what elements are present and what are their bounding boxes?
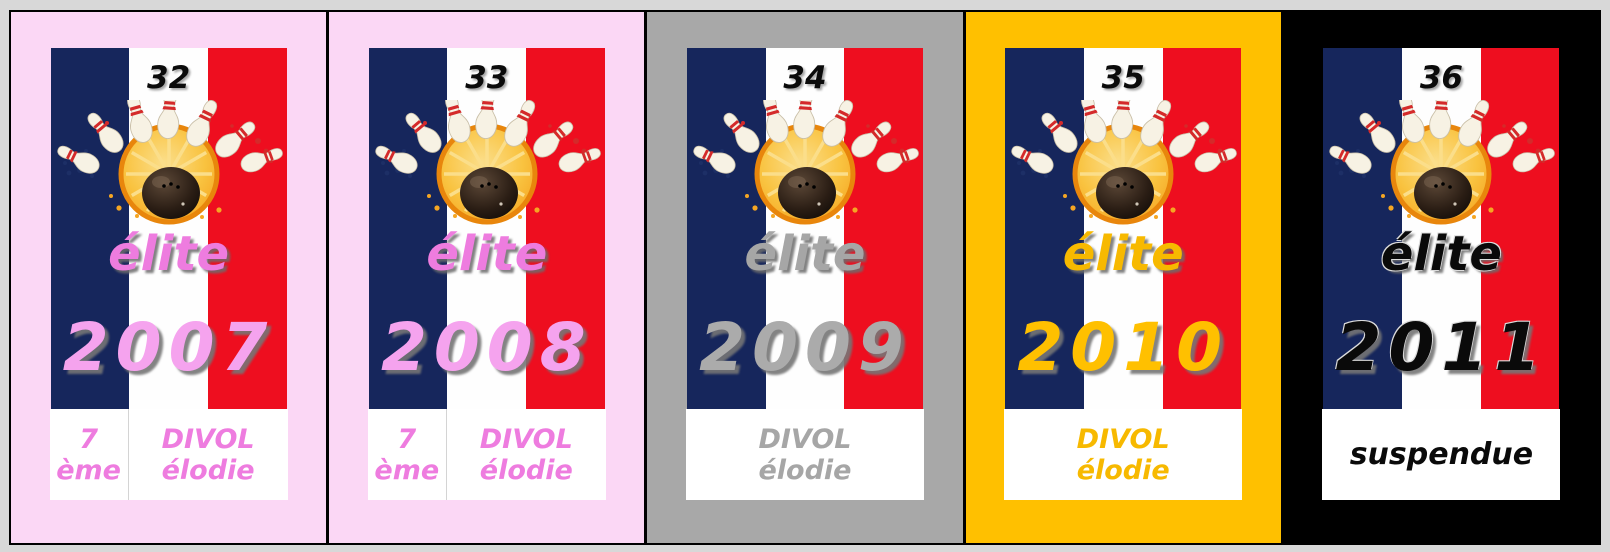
french-flag: 33 élite 2008 [367,48,607,409]
rank-suffix: ème [56,454,121,486]
french-flag: 32 élite 2007 [49,48,289,409]
category-label: élite [744,226,866,282]
holder-name-cell: DIVOL élodie [686,409,924,500]
licence-info: 7 ème DIVOL élodie [49,409,288,500]
holder-last-name: DIVOL [1076,423,1170,455]
holder-first-name: élodie [161,454,255,486]
licence-info: suspendue [1322,409,1561,500]
flag-navy-stripe [687,48,766,409]
rank-cell: 7 ème [50,409,129,500]
licence-info: 7 ème DIVOL élodie [367,409,606,500]
flag-navy-stripe [1005,48,1084,409]
card-collage: 32 élite 2007 7 ème DIVOL élodie 33 [9,10,1601,545]
flag-navy-stripe [1323,48,1403,409]
flag-navy-stripe [368,48,448,409]
flag-red-stripe [844,48,924,409]
category-label: élite [1062,226,1184,282]
holder-name-cell: DIVOL élodie [129,409,288,500]
french-flag: 34 élite 2009 [685,48,925,409]
flag-red-stripe [1162,48,1242,409]
rank-cell: 7 ème [368,409,447,500]
holder-first-name: élodie [479,454,573,486]
flag-red-stripe [1480,48,1560,409]
year-label: 2009 [699,309,911,386]
category-label: élite [108,226,230,282]
licence-card-2007: 32 élite 2007 7 ème DIVOL élodie [11,12,327,543]
year-label: 2007 [62,309,275,386]
french-flag: 35 élite 2010 [1003,48,1243,409]
flag-red-stripe [207,48,287,409]
flag-red-stripe [526,48,605,409]
card-number: 32 [147,60,191,96]
licence-card-2008: 33 élite 2008 7 ème DIVOL élodie [329,12,645,543]
rank-number: 7 [79,423,98,455]
holder-first-name: élodie [1076,454,1170,486]
status-text: suspendue [1349,437,1534,472]
holder-name-cell: DIVOL élodie [1004,409,1242,500]
bowling-strike-icon [49,88,289,225]
licence-info: DIVOL élodie [686,409,924,500]
flag-navy-stripe [50,48,130,409]
card-number: 35 [1101,60,1145,96]
french-flag: 36 élite 2011 [1321,48,1561,409]
licence-card-2009: 34 élite 2009 DIVOL élodie [647,12,963,543]
card-number: 36 [1419,60,1463,96]
year-label: 2010 [1017,309,1230,386]
holder-last-name: DIVOL [758,423,852,455]
holder-last-name: DIVOL [479,423,573,455]
rank-suffix: ème [374,454,440,486]
category-label: élite [1380,226,1502,282]
category-label: élite [426,226,548,282]
year-label: 2008 [380,309,593,386]
licence-card-2011: 36 élite 2011 suspendue [1283,12,1600,543]
holder-last-name: DIVOL [161,423,255,455]
licence-info: DIVOL élodie [1004,409,1243,500]
card-number: 34 [783,60,827,96]
year-label: 2011 [1335,309,1548,386]
bowling-strike-icon [1003,88,1243,225]
rank-number: 7 [397,423,417,455]
bowling-strike-icon [685,88,925,225]
licence-card-2010: 35 élite 2010 DIVOL élodie [965,12,1281,543]
card-number: 33 [465,60,509,96]
holder-first-name: élodie [758,454,852,486]
holder-name-cell: DIVOL élodie [447,409,606,500]
bowling-strike-icon [367,88,607,225]
bowling-strike-icon [1321,88,1561,225]
status-cell: suspendue [1322,409,1560,500]
